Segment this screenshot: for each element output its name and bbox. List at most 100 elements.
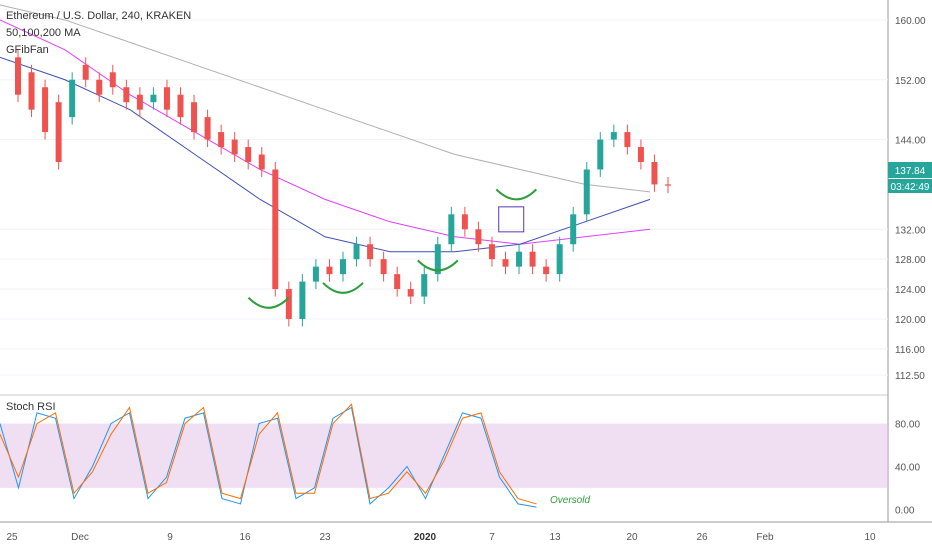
candle-body (597, 139, 604, 170)
candle-body (109, 72, 116, 88)
price-tick-label: 132.00 (895, 225, 926, 236)
candle-body (421, 274, 428, 297)
date-label: Dec (71, 532, 89, 543)
drawings[interactable] (247, 188, 538, 309)
candle-body (326, 266, 333, 275)
grid-lines (0, 19, 888, 376)
candle-body (15, 57, 21, 95)
price-tick-label: 124.00 (895, 285, 926, 296)
candle-body (340, 259, 346, 275)
candle-body (82, 64, 89, 80)
candle-body (651, 161, 658, 185)
candle-body (55, 102, 62, 162)
stoch-tick-label: 0.00 (895, 505, 915, 516)
countdown-badge (888, 179, 932, 193)
price-tick-label: 152.00 (895, 76, 926, 87)
candle-body (218, 132, 225, 148)
ma-line (0, 19, 651, 245)
candle-body (624, 132, 631, 148)
date-label: 9 (167, 532, 173, 543)
candle-body (272, 169, 279, 290)
candle-body (475, 229, 482, 245)
price-tick-label: 120.00 (895, 315, 926, 326)
ma-legend[interactable]: 50,100,200 MA (6, 27, 81, 39)
price-tick-label: 160.00 (895, 16, 926, 27)
candle-body (96, 79, 103, 95)
candle-body (380, 259, 387, 275)
price-axis[interactable]: 160.00 152.00 144.00 132.00 128.00 124.00 120.… (895, 16, 926, 516)
candle-body (28, 72, 35, 110)
candle-body (367, 244, 374, 260)
candle-body (407, 289, 414, 297)
candle-body (448, 214, 455, 245)
price-label: 137.84 (895, 166, 926, 177)
candle-body (231, 139, 238, 155)
candle-body (461, 214, 468, 230)
candle-body (637, 147, 644, 162)
candle-body (516, 251, 523, 267)
candle-body (123, 87, 130, 103)
candle-body (394, 274, 401, 290)
candle-body (434, 244, 441, 275)
candle-body (285, 289, 292, 319)
price-badge (888, 162, 932, 178)
stoch-tick-label: 80.00 (895, 420, 920, 431)
candle-body (204, 117, 211, 140)
bottom-arc-drawing (417, 259, 459, 272)
candle-body (245, 147, 252, 162)
candle-body (502, 259, 509, 267)
date-label: 16 (239, 532, 251, 543)
price-tick-label: 112.50 (895, 371, 925, 382)
candle-body (42, 87, 49, 133)
price-tick-label: 144.00 (895, 136, 926, 147)
stoch-tick-label: 40.00 (895, 462, 920, 473)
date-label: 25 (6, 532, 18, 543)
date-label: 7 (489, 532, 495, 543)
price-tick-label: 116.00 (895, 345, 925, 356)
candle-body (312, 266, 319, 282)
candle-body (136, 94, 143, 110)
stoch-rsi-pane (0, 403, 888, 508)
date-label: 10 (864, 532, 876, 543)
date-label: 2020 (414, 532, 437, 543)
candle-body (69, 79, 76, 118)
candle-body (299, 281, 306, 319)
candle-body (191, 102, 198, 133)
date-label: 23 (319, 532, 331, 543)
time-axis[interactable]: 25 Dec 9 16 23 2020 7 13 20 26 Feb 10 (6, 532, 876, 543)
candle-body (556, 244, 563, 275)
candle-body (610, 132, 617, 140)
candle-body (583, 169, 590, 215)
chart-title[interactable]: Ethereum / U.S. Dollar, 240, KRAKEN (6, 10, 192, 22)
date-label: 26 (696, 532, 708, 543)
stoch-title[interactable]: Stoch RSI (6, 401, 56, 413)
date-label: Feb (756, 532, 774, 543)
ma-line (0, 4, 651, 193)
oversold-annotation[interactable]: Oversold (550, 495, 590, 506)
candle-body (163, 87, 170, 110)
countdown-label: 03:42:49 (891, 182, 930, 193)
candle-body (150, 94, 157, 103)
box-drawing (498, 206, 525, 233)
moving-averages (0, 4, 651, 253)
bottom-arc-drawing (247, 297, 290, 309)
candle-body (543, 266, 550, 275)
candle-body (258, 154, 265, 170)
candle-body (177, 94, 184, 118)
bottom-arc-drawing (322, 282, 364, 294)
bottom-arc-drawing (495, 188, 538, 201)
date-label: 13 (549, 532, 561, 543)
price-tick-label: 128.00 (895, 255, 926, 266)
candle-body (488, 244, 495, 260)
date-label: 20 (626, 532, 638, 543)
candle-body (353, 244, 360, 260)
stoch-line (0, 403, 537, 505)
candle-body (529, 251, 536, 267)
candle-body (570, 214, 577, 245)
candles (15, 49, 671, 327)
stoch-line (0, 406, 537, 508)
ma-line (0, 56, 651, 253)
fibfan-legend[interactable]: GFibFan (6, 44, 49, 56)
candle-body (665, 184, 671, 186)
